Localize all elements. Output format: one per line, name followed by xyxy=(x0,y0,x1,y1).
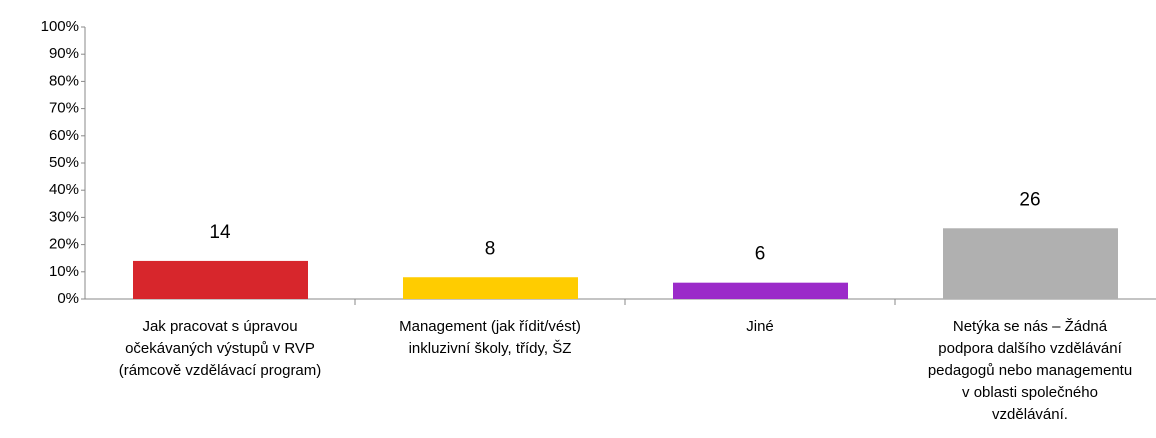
x-tick-label: Management (jak řídit/vést) xyxy=(399,318,581,335)
y-tick-label: 90% xyxy=(49,45,79,62)
x-tick-label: v oblasti společného xyxy=(962,384,1098,401)
y-tick-label: 80% xyxy=(49,72,79,89)
bar xyxy=(673,282,848,299)
y-tick-label: 0% xyxy=(57,290,79,307)
x-tick-label: Jiné xyxy=(746,318,774,335)
x-tick-label: pedagogů nebo managementu xyxy=(928,362,1132,379)
y-tick-label: 10% xyxy=(49,263,79,280)
bar xyxy=(133,260,308,299)
bar xyxy=(403,277,578,299)
bar xyxy=(943,228,1118,299)
x-tick-label: (rámcově vzdělávací program) xyxy=(119,362,322,379)
x-tick-label: vzdělávání. xyxy=(992,406,1068,423)
y-tick-label: 100% xyxy=(41,18,79,35)
y-tick-label: 40% xyxy=(49,181,79,198)
x-tick-label: podpora dalšího vzdělávání xyxy=(938,340,1122,357)
y-tick-label: 50% xyxy=(49,154,79,171)
x-tick-label: Netýka se nás – Žádná xyxy=(953,318,1108,335)
y-tick-label: 70% xyxy=(49,100,79,117)
x-tick-label: Jak pracovat s úpravou xyxy=(142,318,297,335)
y-tick-label: 30% xyxy=(49,208,79,225)
y-tick-label: 20% xyxy=(49,236,79,253)
data-label: 6 xyxy=(755,244,766,265)
y-tick-label: 60% xyxy=(49,127,79,144)
data-label: 26 xyxy=(1019,189,1040,210)
x-tick-label: inkluzivní školy, třídy, ŠZ xyxy=(409,340,572,357)
data-label: 8 xyxy=(485,238,496,259)
data-label: 14 xyxy=(209,222,231,243)
x-tick-label: očekávaných výstupů v RVP xyxy=(125,340,315,357)
